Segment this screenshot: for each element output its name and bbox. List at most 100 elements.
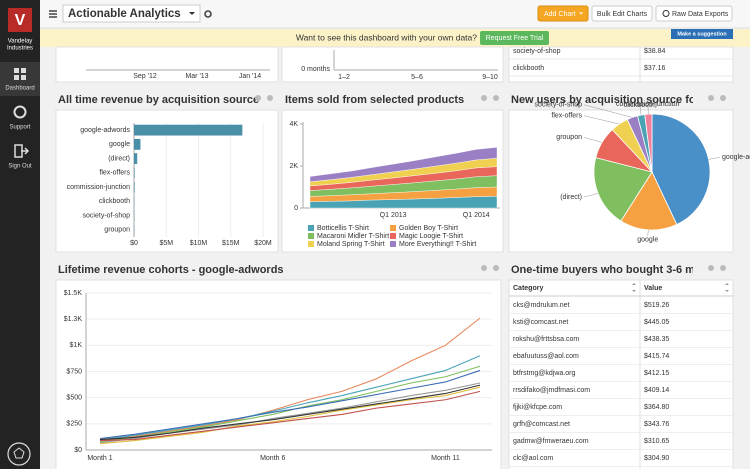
bulk-edit-button[interactable] <box>591 5 653 22</box>
table-cell: rokshu@frttsbsa.com <box>513 336 579 343</box>
settings-icon[interactable] <box>204 10 212 18</box>
nav-item[interactable]: Support <box>9 125 30 131</box>
signout-icon[interactable] <box>14 144 30 158</box>
y-tick-label: 4K <box>289 121 298 128</box>
x-tick-label: Month 11 <box>431 455 460 462</box>
legend-label: Botticellis T-Shirt <box>317 225 369 232</box>
nav-item[interactable]: Sign Out <box>8 164 32 170</box>
button-icon <box>662 10 670 17</box>
slice-label: clickbooth <box>624 102 655 109</box>
table-cell: rrsdifako@jmdfmasi.com <box>513 387 590 394</box>
bar <box>134 124 243 136</box>
table-cell: $304.90 <box>644 455 669 462</box>
legend-label: More Everything!! T-Shirt <box>399 241 476 248</box>
slice-label: flex-offers <box>551 113 582 120</box>
y-tick-label: google <box>109 141 130 148</box>
button-label: Bulk Edit Charts <box>597 11 648 18</box>
x-tick-label: 1–2 <box>338 74 350 81</box>
table-cell: $343.76 <box>644 421 669 428</box>
table-cell: clickbooth <box>513 65 544 72</box>
y-tick-label: google-adwords <box>80 127 130 134</box>
add-chart-button[interactable] <box>537 5 589 22</box>
line-series <box>99 369 481 440</box>
banner <box>40 29 750 47</box>
table-cell: clc@aol.com <box>513 455 553 462</box>
logo-letter: V <box>15 12 26 29</box>
y-tick-label: groupon <box>104 227 130 234</box>
x-tick-label: $10M <box>190 240 208 247</box>
y-tick-label: (direct) <box>108 155 130 162</box>
table-cell: cks@mdrulum.net <box>513 302 570 309</box>
nav-active-bg <box>0 62 40 96</box>
y-tick-label: clickbooth <box>99 198 130 205</box>
y-tick-label: $0 <box>74 447 82 454</box>
support-icon[interactable] <box>13 105 27 119</box>
table-cell: btfrstmg@kdjwa.org <box>513 370 575 377</box>
select-caret <box>189 12 195 15</box>
suggestion-label: Make a suggestion <box>677 31 727 37</box>
button-label: Raw Data Exports <box>672 11 729 18</box>
raw-data-button[interactable] <box>655 5 733 22</box>
logo[interactable] <box>8 8 32 32</box>
panel-title: One-time buyers who bought 3-6 mont <box>511 264 712 276</box>
table-cell: $409.14 <box>644 387 669 394</box>
y-tick-label: 0 months <box>301 66 330 73</box>
legend-swatch <box>308 241 314 247</box>
column-header: Value <box>644 285 662 292</box>
y-tick-label: $250 <box>66 421 82 428</box>
banner-message: Want to see this dashboard with your own… <box>296 32 477 42</box>
y-tick-label: flex-offers <box>99 170 130 177</box>
line-series <box>99 317 481 442</box>
button-label: Add Chart <box>544 11 576 18</box>
x-tick-label: Q1 2014 <box>463 212 490 219</box>
table-cell: $445.05 <box>644 319 669 326</box>
legend-swatch <box>390 225 396 231</box>
bar <box>134 138 141 150</box>
area <box>309 147 498 182</box>
table-cell: ebafuutuss@aol.com <box>513 353 579 360</box>
line-series <box>99 386 481 445</box>
trial-button[interactable] <box>480 31 549 45</box>
y-tick-label: commission-junction <box>67 184 131 191</box>
line-series <box>99 390 481 442</box>
x-tick-label: 9–10 <box>482 74 498 81</box>
leader-line <box>647 100 649 115</box>
panel <box>508 279 734 469</box>
y-tick-label: society-of-shop <box>83 212 131 219</box>
line-series <box>99 355 481 441</box>
x-tick-label: Jan '14 <box>239 73 261 80</box>
leader-line <box>647 229 649 236</box>
slice-label: commission-junction <box>616 101 680 108</box>
legend-label: Golden Boy T-Shirt <box>399 225 458 232</box>
table-cell: $38.84 <box>644 48 666 55</box>
y-tick-label: $1.5K <box>64 290 83 297</box>
nav-item[interactable]: Dashboard <box>5 86 34 92</box>
table-cell: $310.65 <box>644 438 669 445</box>
panel-title: Items sold from selected products <box>285 94 464 106</box>
y-tick-label: 2K <box>289 163 298 170</box>
legend-label: Moland Spring T-Shirt <box>317 241 385 248</box>
slice-label: society-of-shop <box>535 102 583 109</box>
x-tick-label: Sep '12 <box>133 73 157 80</box>
suggestion-tab[interactable] <box>671 29 733 39</box>
x-tick-label: $0 <box>130 240 138 247</box>
sort-icon <box>725 283 729 292</box>
menu-icon[interactable] <box>49 10 57 18</box>
panel-icons[interactable] <box>255 95 726 271</box>
table-cell: ksti@comcast.net <box>513 319 568 326</box>
dashboard-select[interactable] <box>62 4 201 23</box>
bar <box>134 181 135 193</box>
dashboard-icon[interactable] <box>14 68 26 80</box>
bar <box>134 153 138 165</box>
legend-swatch <box>308 233 314 239</box>
table-cell: $415.74 <box>644 353 669 360</box>
panel <box>281 46 504 83</box>
slice-label: google <box>637 237 658 244</box>
leader-line <box>583 193 599 198</box>
slice-label: groupon <box>556 134 582 141</box>
x-tick-label: Q1 2013 <box>380 212 407 219</box>
legend-label: Macaroni Midler T-Shirt <box>317 233 389 240</box>
leader-line <box>583 137 603 143</box>
slice-label: google-adwords <box>722 154 750 161</box>
x-tick-label: $15M <box>222 240 240 247</box>
